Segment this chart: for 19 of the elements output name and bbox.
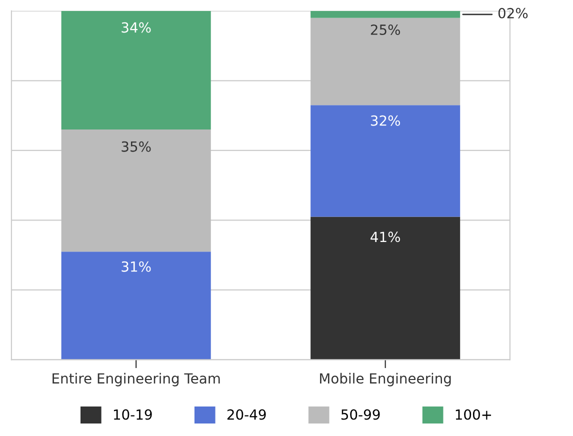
data-label: 34%	[122, 22, 151, 33]
bar	[61, 252, 211, 360]
data-label: 41%	[370, 232, 400, 242]
bar	[61, 10, 211, 130]
legend-label: 100+	[456, 409, 492, 420]
data-label: 32%	[370, 115, 400, 126]
x-tick-label: Mobile Engineering	[320, 372, 451, 386]
data-label: 35%	[122, 141, 151, 152]
bar	[310, 10, 460, 18]
legend-label: 10-19	[114, 409, 152, 420]
legend-label: 50-99	[341, 409, 380, 420]
data-label: 31%	[122, 261, 151, 272]
x-tick-label: Entire Engineering Team	[52, 372, 220, 386]
bar	[310, 105, 460, 217]
bar	[61, 129, 211, 252]
data-label: 25%	[370, 24, 400, 35]
legend-label: 20-49	[227, 409, 266, 420]
data-label: 02%	[498, 8, 528, 18]
bar	[310, 18, 460, 106]
